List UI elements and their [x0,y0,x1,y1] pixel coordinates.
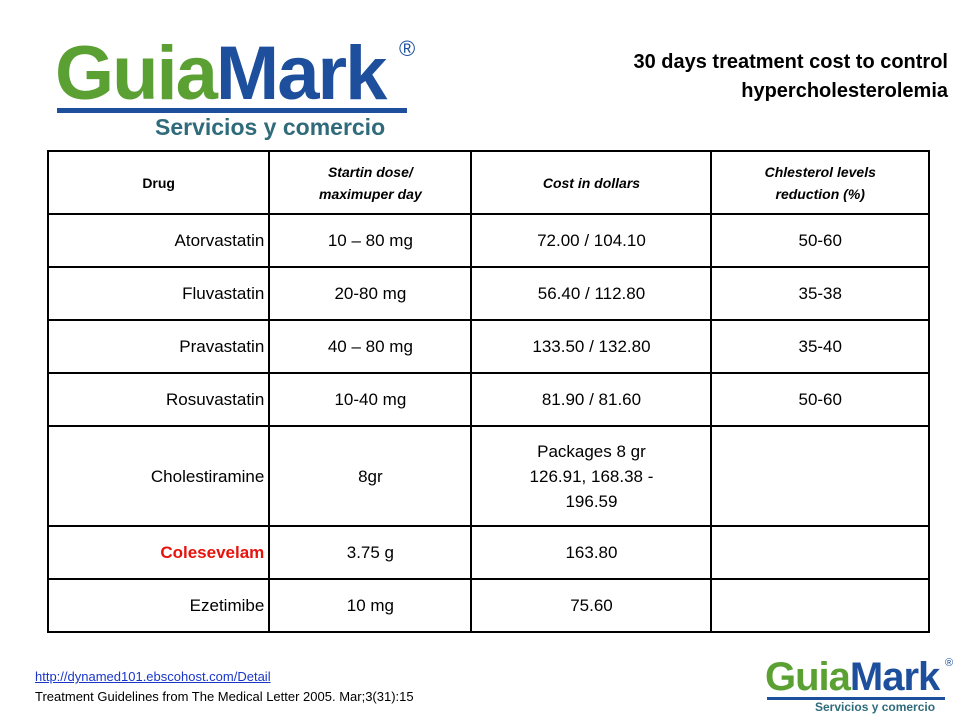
logo-part: Guia [765,655,851,699]
logo-name: GuiaMark [55,30,387,117]
cost-table: Drug Startin dose/ maximuper day Cost in d… [46,150,930,633]
logo-part: Mark [215,31,387,116]
table-cell: Cholestiramine [46,425,271,527]
table-row: Colesevelam 3.75 g 163.80 [46,525,930,580]
table-cell: 75.60 [470,578,713,633]
table-row: Cholestiramine 8gr Packages 8 gr 126.91, 1… [46,425,930,527]
table-row: Rosuvastatin 10-40 mg 81.90 / 81.60 50-60 [46,372,930,427]
logo-bar [767,697,945,700]
table-cell: 8gr [268,425,473,527]
citation: Treatment Guidelines from The Medical Le… [35,689,414,704]
title-line: 30 days treatment cost to control [633,51,948,73]
table-row: Pravastatin 40 – 80 mg 133.50 / 132.80 35-4… [46,319,930,374]
table-cell: Pravastatin [46,319,271,374]
header-row: Drug Startin dose/ maximuper day Cost in d… [46,150,930,215]
table-cell: 10 mg [268,578,473,633]
column-header: Cost in dollars [470,150,713,215]
table-cell [710,525,930,580]
table-cell: 3.75 g [268,525,473,580]
small-logo: GuiaMark ® Servicios y comercio [765,655,955,717]
logo-tagline: Servicios y comercio [815,700,936,714]
logo-name: GuiaMark [765,655,940,700]
table-row: Ezetimibe 10 mg 75.60 [46,578,930,633]
table-row: Fluvastatin 20-80 mg 56.40 / 112.80 35-38 [46,266,930,321]
registered-mark: ® [399,36,416,61]
column-header: Drug [46,150,271,215]
table-cell: 10-40 mg [268,372,473,427]
table-cell: Rosuvastatin [46,372,271,427]
table-cell: 50-60 [710,372,930,427]
table-cell: 35-38 [710,266,930,321]
table-cell: 40 – 80 mg [268,319,473,374]
logo-part: Guia [55,31,218,116]
table-cell: 56.40 / 112.80 [470,266,713,321]
logo-bar [57,108,407,113]
logo-part: Mark [849,655,940,699]
logo-tagline: Servicios y comercio [155,114,386,140]
table-cell: 10 – 80 mg [268,213,473,268]
column-header: Startin dose/ maximuper day [268,150,473,215]
table-cell: Atorvastatin [46,213,271,268]
table-cell: 20-80 mg [268,266,473,321]
table-row: Atorvastatin 10 – 80 mg 72.00 / 104.10 50-6… [46,213,930,268]
table-cell [710,578,930,633]
table-cell: 163.80 [470,525,713,580]
logo: GuiaMark ® Servicios y comercio [55,30,425,140]
table-cell: 133.50 / 132.80 [470,319,713,374]
registered-mark: ® [945,657,954,669]
title: 30 days treatment cost to control hyperc… [633,48,948,106]
column-header: Chlesterol levels reduction (%) [710,150,930,215]
source-link[interactable]: http://dynamed101.ebscohost.com/Detail [35,669,271,684]
table-cell: 50-60 [710,213,930,268]
table-cell: Ezetimibe [46,578,271,633]
table-cell [710,425,930,527]
table-cell: Fluvastatin [46,266,271,321]
table-cell: Packages 8 gr 126.91, 168.38 - 196.59 [470,425,713,527]
table-cell: 72.00 / 104.10 [470,213,713,268]
title-line: hypercholesterolemia [741,80,948,102]
table-cell: Colesevelam [46,525,271,580]
table-cell: 35-40 [710,319,930,374]
table-cell: 81.90 / 81.60 [470,372,713,427]
